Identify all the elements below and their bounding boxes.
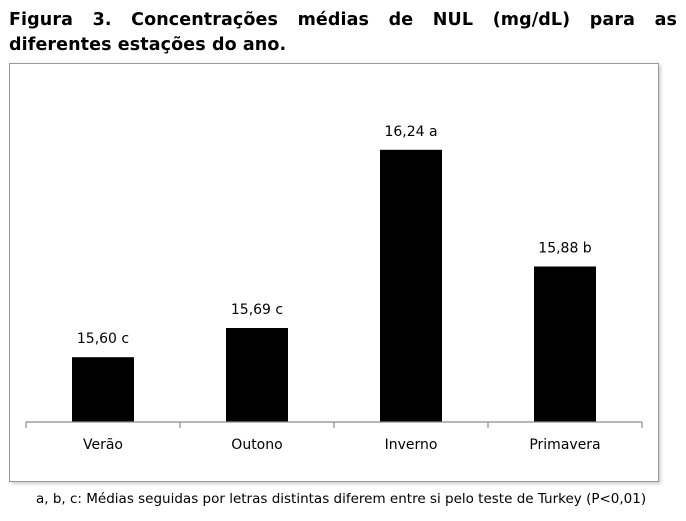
bar-3 bbox=[534, 266, 596, 422]
data-label-2: 16,24 a bbox=[384, 124, 437, 140]
bar-chart: 15,60 c 15,69 c 16,24 a 15,88 b Verão Outono… bbox=[25, 124, 643, 453]
chart-frame: 15,60 c 15,69 c 16,24 a 15,88 b Verão Outono… bbox=[9, 63, 659, 482]
bar-0 bbox=[72, 357, 134, 422]
bar-1 bbox=[226, 328, 288, 422]
x-tick-label-2: Inverno bbox=[385, 437, 438, 453]
figure-title: Figura 3. Concentrações médias de NUL (m… bbox=[9, 10, 677, 55]
x-axis bbox=[25, 421, 643, 428]
bars-layer bbox=[72, 149, 596, 423]
data-label-3: 15,88 b bbox=[538, 241, 592, 257]
data-label-0: 15,60 c bbox=[77, 331, 129, 347]
figure-footnote: a, b, c: Médias seguidas por letras dist… bbox=[36, 491, 647, 507]
data-label-1: 15,69 c bbox=[231, 302, 283, 318]
bar-2 bbox=[380, 149, 442, 423]
x-tick-label-1: Outono bbox=[231, 437, 282, 453]
x-tick-label-0: Verão bbox=[83, 437, 123, 453]
x-tick-labels-layer: Verão Outono Inverno Primavera bbox=[83, 437, 601, 453]
x-tick-label-3: Primavera bbox=[529, 437, 600, 453]
data-labels-layer: 15,60 c 15,69 c 16,24 a 15,88 b bbox=[77, 124, 592, 347]
